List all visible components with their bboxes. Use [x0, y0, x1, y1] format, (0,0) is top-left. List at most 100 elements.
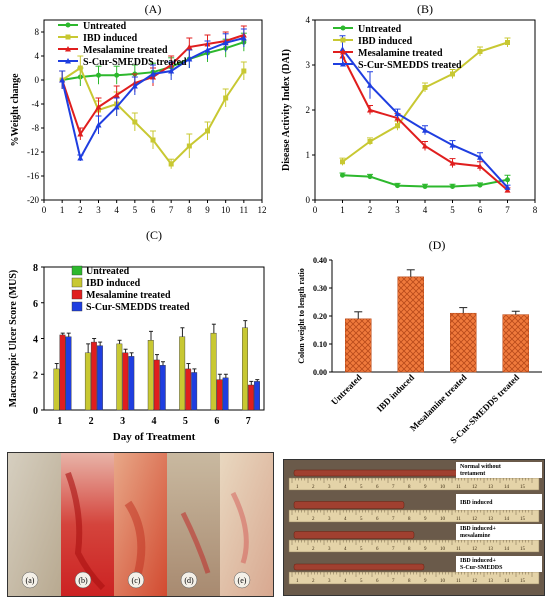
y-tick-label: -16 [27, 171, 39, 181]
legend-swatch [71, 277, 83, 288]
y-tick-label: 0 [35, 75, 40, 85]
ruler-number: 11 [456, 485, 461, 490]
plot-frame [314, 19, 536, 201]
ruler-number: 13 [488, 579, 494, 584]
ruler-number: 2 [312, 485, 315, 490]
bar [53, 368, 60, 411]
data-point [204, 47, 211, 53]
x-tick-label: 6 [151, 205, 156, 215]
x-tick-label: 6 [478, 205, 483, 215]
ruler-number: 9 [424, 485, 427, 490]
ruler-label: IBD induced [460, 500, 493, 506]
data-point [114, 72, 120, 78]
ruler-label-bg [456, 494, 542, 510]
y-axis-label: Disease Activity Index (DAI) [281, 49, 292, 171]
x-tick-label: 5 [133, 205, 138, 215]
legend-label: Untreated [86, 266, 130, 277]
ruler [288, 539, 540, 553]
x-tick-label: 3 [395, 205, 400, 215]
y-tick-label: 0 [33, 406, 38, 417]
legend-label: S-Cur-SMEDDS treated [358, 60, 462, 71]
y-tick-label: 1 [306, 150, 311, 160]
y-tick-label: 0.30 [313, 284, 327, 293]
ruler-number: 3 [328, 547, 331, 552]
legend-label: Mesalamine treated [83, 45, 168, 56]
photo-label-badge [233, 571, 251, 589]
bar [502, 314, 529, 373]
ruler-label: mesalamine [460, 533, 491, 539]
y-tick-label: 0.10 [313, 340, 327, 349]
ruler-number: 7 [392, 517, 395, 522]
ruler-number: 3 [328, 579, 331, 584]
ruler-label-bg [456, 462, 542, 478]
colon-sample [293, 563, 425, 571]
ruler-label-bg [456, 556, 542, 572]
legend-label: IBD induced [83, 33, 138, 44]
data-point [65, 46, 71, 52]
x-tick-label: 4 [152, 416, 157, 427]
colon-sample [293, 531, 415, 539]
data-point [186, 44, 193, 50]
ruler-number: 3 [328, 485, 331, 490]
ruler [288, 509, 540, 523]
data-point [450, 184, 455, 189]
data-point [340, 159, 345, 165]
data-point [65, 22, 71, 28]
x-tick-label: 6 [214, 416, 219, 427]
y-tick-label: 0.00 [313, 368, 327, 377]
ruler-number: 10 [440, 517, 446, 522]
data-point [59, 77, 66, 83]
y-tick-label: 8 [35, 27, 40, 37]
ruler-number: 5 [360, 547, 363, 552]
x-tick-label: 1 [57, 416, 62, 427]
legend-label: IBD induced [358, 36, 413, 47]
y-tick-label: 8 [33, 263, 38, 274]
ruler-number: 11 [456, 547, 461, 552]
bar [222, 377, 229, 411]
bar [122, 352, 129, 411]
bar [96, 345, 103, 411]
x-tick-label: 8 [533, 205, 538, 215]
ruler-number: 12 [472, 579, 478, 584]
x-tick-label: 11 [239, 205, 248, 215]
y-axis-label: %Weight change [10, 73, 21, 147]
data-point [77, 155, 84, 161]
ruler-number: 12 [472, 485, 478, 490]
data-point [422, 127, 428, 133]
data-point [132, 119, 138, 125]
ruler-number: 8 [408, 579, 411, 584]
y-tick-label: 4 [33, 335, 38, 346]
ruler-label: Normal without [460, 464, 501, 470]
data-point [150, 137, 156, 143]
x-axis-label: Day of Treatment [113, 431, 196, 443]
photo-label: (e) [238, 576, 247, 585]
x-tick-label: 12 [258, 205, 267, 215]
ruler-number: 5 [360, 485, 363, 490]
ruler-number: 2 [312, 547, 315, 552]
legend-swatch [71, 301, 83, 312]
photo-label: (c) [132, 576, 141, 585]
photo-label: (b) [78, 576, 88, 585]
ruler-number: 1 [296, 547, 299, 552]
ruler-number: 2 [312, 579, 315, 584]
data-point [113, 104, 120, 110]
data-point [223, 95, 229, 101]
y-tick-label: 2 [306, 105, 311, 115]
ruler-number: 9 [424, 579, 427, 584]
ruler-number: 14 [504, 485, 510, 490]
ruler-number: 12 [472, 547, 478, 552]
y-tick-label: -8 [32, 123, 40, 133]
chart-title: (B) [417, 2, 433, 16]
colon-sample [293, 469, 460, 477]
ruler-number: 6 [376, 547, 379, 552]
data-point [422, 85, 428, 90]
data-point [340, 37, 346, 43]
x-tick-label: 7 [246, 416, 251, 427]
x-tick-label: 7 [505, 205, 510, 215]
ruler-number: 5 [360, 517, 363, 522]
ruler-number: 14 [504, 579, 510, 584]
data-point [186, 56, 193, 62]
ruler-label-bg [456, 524, 542, 540]
bar [159, 365, 166, 411]
y-axis-label: Colon weight to length ratio [297, 268, 306, 364]
